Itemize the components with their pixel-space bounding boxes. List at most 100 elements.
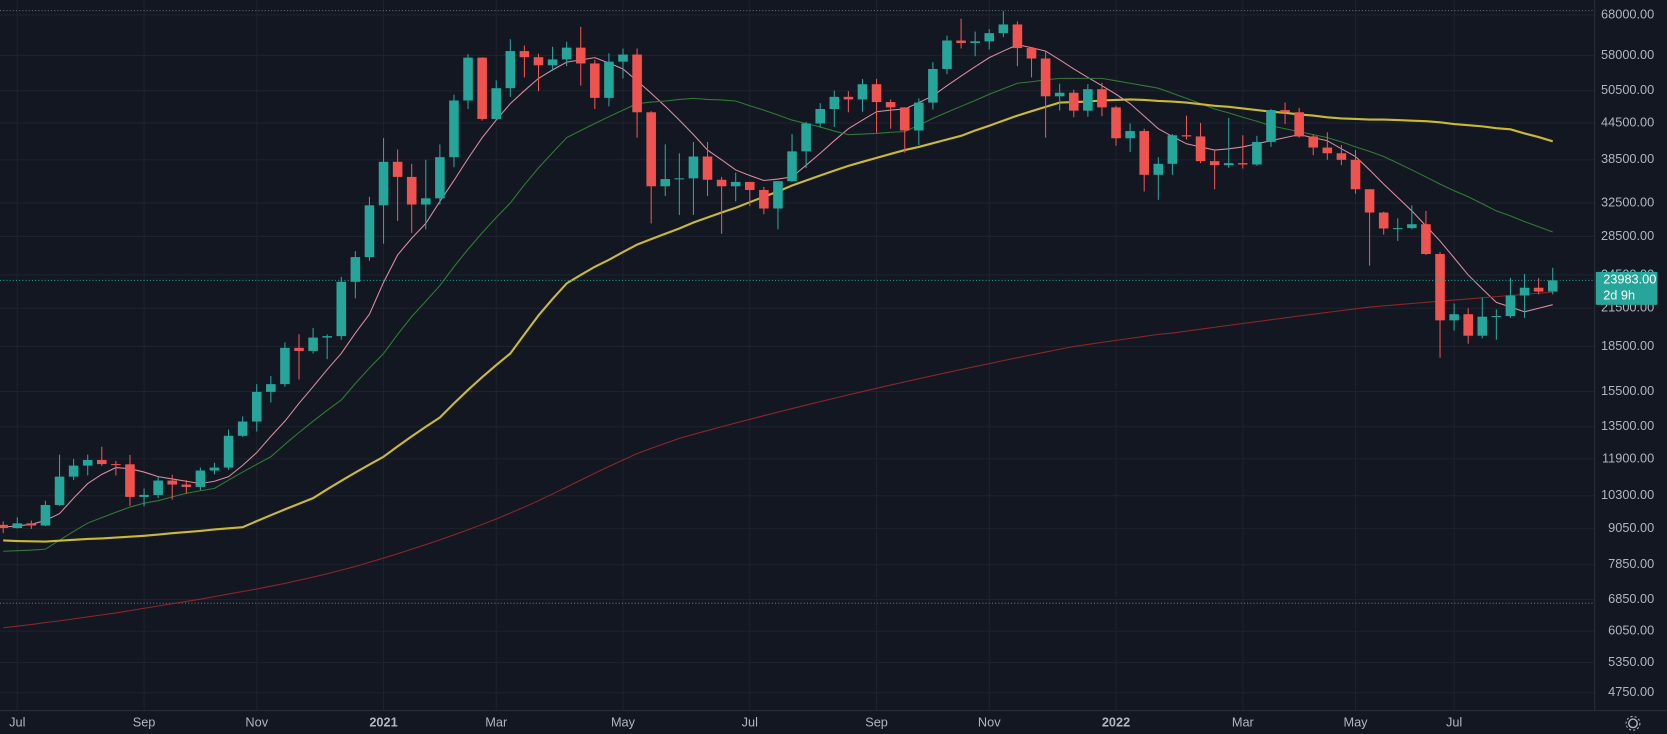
- candle-body: [998, 24, 1009, 34]
- candle-body: [1449, 314, 1459, 321]
- candle-body: [336, 281, 347, 337]
- candle-body: [1054, 92, 1065, 97]
- y-tick-label: 6050.00: [1608, 623, 1654, 638]
- y-tick-label: 15500.00: [1601, 383, 1654, 398]
- y-tick-label: 4750.00: [1608, 684, 1654, 699]
- candle-body: [477, 57, 487, 119]
- x-tick-label: Mar: [485, 715, 508, 730]
- candle-body: [759, 189, 769, 209]
- candle-body: [984, 33, 995, 42]
- candle-body: [533, 57, 544, 66]
- y-tick-label: 18500.00: [1601, 338, 1654, 353]
- candle-body: [899, 107, 910, 131]
- candle-body: [153, 480, 163, 495]
- candle-body: [1026, 48, 1037, 59]
- x-tick-label: Jul: [1446, 715, 1462, 730]
- candle-body: [266, 384, 276, 392]
- candle-body: [322, 336, 332, 338]
- candle-body: [674, 178, 685, 180]
- candle-body: [1280, 110, 1290, 113]
- candle-body: [1407, 224, 1417, 229]
- candle-body: [787, 151, 797, 182]
- y-tick-label: 28500.00: [1601, 228, 1654, 243]
- candle-body: [1139, 131, 1149, 175]
- candle-body: [1336, 153, 1347, 160]
- countdown-label: 2d 9h: [1603, 288, 1635, 303]
- candle-body: [688, 156, 699, 179]
- candle-body: [914, 102, 924, 131]
- x-tick-label: Nov: [978, 715, 1001, 730]
- candle-body: [125, 464, 135, 497]
- candle-body: [223, 435, 234, 468]
- y-tick-label: 58000.00: [1601, 47, 1654, 62]
- candle-body: [1463, 314, 1473, 336]
- candle-body: [54, 476, 65, 505]
- candle-body: [1266, 110, 1276, 142]
- candle-body: [885, 102, 896, 108]
- candle-body: [773, 181, 783, 209]
- candle-body: [956, 40, 966, 44]
- candle-body: [1547, 280, 1558, 292]
- candle-body: [1209, 161, 1220, 166]
- candle-body: [1012, 24, 1023, 49]
- candle-body: [1322, 147, 1333, 154]
- candle-body: [308, 337, 318, 351]
- candles: [0, 11, 1558, 534]
- candle-body: [702, 156, 713, 180]
- candle-body: [364, 205, 375, 258]
- candle-body: [575, 47, 586, 64]
- candle-body: [646, 112, 656, 187]
- axes: 68000.00 58000.00 50500.00 44500.00 38500.00…: [0, 6, 1658, 730]
- candle-body: [1378, 212, 1389, 229]
- grid: [0, 0, 1595, 711]
- candle-body: [1294, 112, 1304, 137]
- candle-body: [12, 523, 23, 529]
- candle-body: [350, 257, 361, 282]
- candle-body: [82, 459, 93, 466]
- candle-body: [195, 470, 206, 487]
- candle-body: [0, 524, 8, 529]
- candle-body: [406, 176, 417, 205]
- candle-body: [1350, 159, 1361, 190]
- candle-body: [378, 161, 389, 206]
- candle-body: [421, 198, 431, 205]
- x-tick-label: May: [1343, 715, 1368, 730]
- candle-body: [604, 61, 614, 98]
- candle-body: [251, 391, 262, 422]
- candle-body: [716, 179, 727, 187]
- candle-body: [1195, 136, 1206, 162]
- candle-body: [1097, 89, 1107, 108]
- candle-body: [618, 54, 628, 62]
- candle-body: [463, 57, 473, 101]
- candle-body: [1252, 141, 1262, 165]
- candle-body: [209, 467, 220, 471]
- settings-icon[interactable]: [1625, 715, 1641, 731]
- y-tick-label: 9050.00: [1608, 520, 1654, 535]
- candle-body: [139, 494, 149, 497]
- candle-body: [857, 84, 868, 100]
- candle-body: [1083, 89, 1093, 111]
- y-tick-label: 5350.00: [1608, 654, 1654, 669]
- candle-body: [1533, 287, 1544, 292]
- candle-body: [590, 63, 600, 98]
- candle-body: [1068, 92, 1079, 111]
- moving-average-line: [3, 291, 1553, 629]
- y-tick-label: 11900.00: [1602, 450, 1654, 465]
- last-price-label: 23983.00: [1603, 272, 1656, 287]
- candle-body: [1519, 287, 1530, 296]
- x-tick-label: Sep: [133, 715, 156, 730]
- candle-body: [294, 347, 304, 351]
- candle-body: [928, 68, 938, 103]
- candle-body: [237, 421, 248, 436]
- x-tick-label: Jul: [9, 715, 25, 730]
- candle-body: [26, 523, 37, 526]
- y-tick-label: 32500.00: [1601, 194, 1654, 209]
- candle-body: [660, 179, 671, 187]
- candle-body: [970, 41, 980, 44]
- candle-body: [519, 51, 530, 58]
- candle-body: [40, 504, 51, 526]
- y-tick-label: 10300.00: [1601, 487, 1654, 502]
- candle-body: [1477, 316, 1488, 336]
